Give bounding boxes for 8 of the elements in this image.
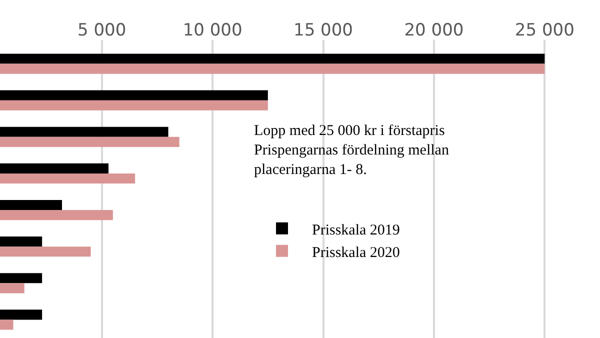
x-tick-label: 5 000 [78,20,126,41]
annotation: Lopp med 25 000 kr i förstapris Prispengarnas fördelning mellan placeringarna 1- 8. [254,123,450,178]
x-tick-label: 20 000 [404,20,464,41]
legend-label: Prisskala 2020 [312,244,400,261]
legend-label: Prisskala 2019 [312,222,400,238]
x-tick-label: 25 000 [514,20,574,41]
x-tick-label: 15 000 [294,20,353,41]
x-tick-label: 10 000 [182,20,242,41]
